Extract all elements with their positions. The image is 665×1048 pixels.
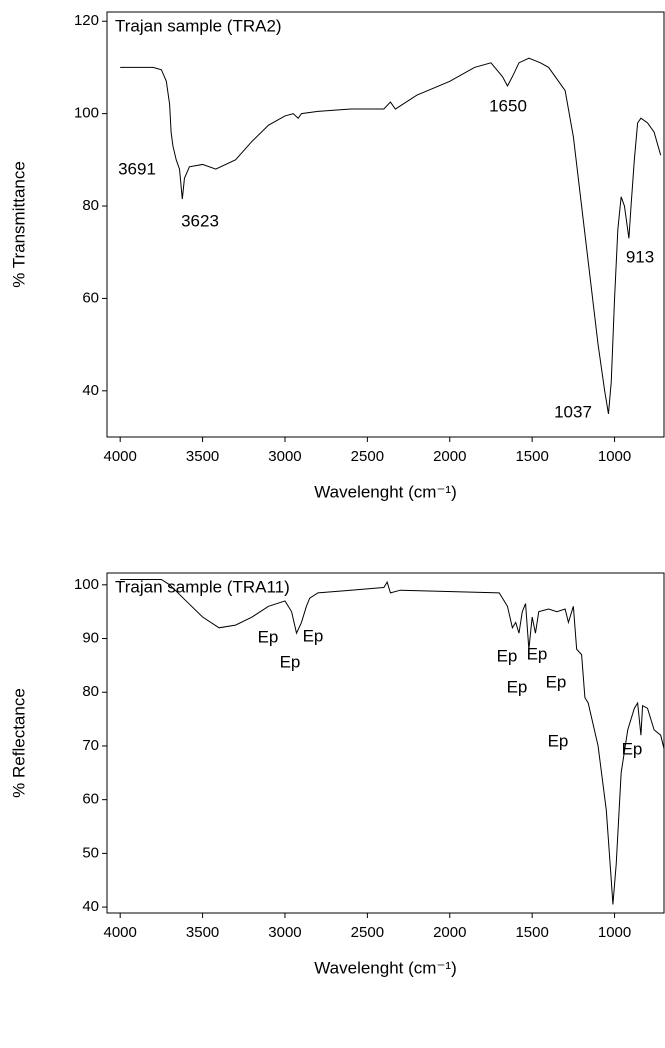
peak-annotation: 3623 [181, 211, 219, 230]
x-tick-label: 3500 [186, 448, 219, 465]
panel-title: Trajan sample (TRA11) [115, 577, 290, 596]
y-axis-title: % Reflectance [9, 688, 28, 798]
y-tick-label: 120 [74, 12, 99, 29]
y-tick-label: 40 [82, 382, 99, 399]
x-tick-label: 3000 [268, 448, 301, 465]
x-tick-label: 2500 [351, 924, 384, 941]
plot-frame [106, 11, 665, 438]
x-tick-label: 4000 [103, 448, 136, 465]
peak-annotation: 1650 [489, 96, 527, 115]
y-tick-label: 60 [82, 289, 99, 306]
y-tick-label: 80 [82, 683, 99, 700]
peak-annotation: 3691 [118, 159, 156, 178]
x-tick-label: 2000 [433, 448, 466, 465]
peak-annotation: 913 [626, 247, 654, 266]
y-tick-label: 40 [82, 898, 99, 915]
peak-annotation: Ep [548, 731, 569, 750]
y-tick-label: 70 [82, 737, 99, 754]
y-axis-title: % Transmittance [9, 161, 28, 288]
x-tick-label: 3000 [268, 924, 301, 941]
x-tick-label: 1000 [598, 448, 631, 465]
peak-annotation: Ep [546, 672, 567, 691]
y-tick-label: 90 [82, 629, 99, 646]
peak-annotation: Ep [527, 644, 548, 663]
y-tick-label: 60 [82, 791, 99, 808]
spectrum-line [120, 578, 665, 905]
x-tick-label: 1500 [515, 924, 548, 941]
y-tick-label: 100 [74, 576, 99, 593]
y-tick-label: 80 [82, 197, 99, 214]
y-tick-label: 100 [74, 105, 99, 122]
x-tick-label: 1000 [598, 924, 631, 941]
spectrum-line [120, 57, 662, 414]
y-tick-label: 50 [82, 844, 99, 861]
peak-annotation: Ep [303, 626, 324, 645]
peak-annotation: Ep [258, 627, 279, 646]
x-tick-label: 1500 [515, 448, 548, 465]
peak-annotation: Ep [280, 652, 301, 671]
panel-title: Trajan sample (TRA2) [115, 16, 282, 35]
peak-annotation: Ep [507, 677, 528, 696]
x-axis-title: Wavelenght (cm⁻¹) [314, 958, 456, 977]
plot-frame [106, 572, 665, 914]
peak-annotation: Ep [622, 739, 643, 758]
x-axis-title: Wavelenght (cm⁻¹) [314, 482, 456, 501]
x-tick-label: 2500 [351, 448, 384, 465]
x-tick-label: 4000 [103, 924, 136, 941]
x-tick-label: 2000 [433, 924, 466, 941]
peak-annotation: 1037 [554, 402, 592, 421]
peak-annotation: Ep [497, 646, 518, 665]
x-tick-label: 3500 [186, 924, 219, 941]
